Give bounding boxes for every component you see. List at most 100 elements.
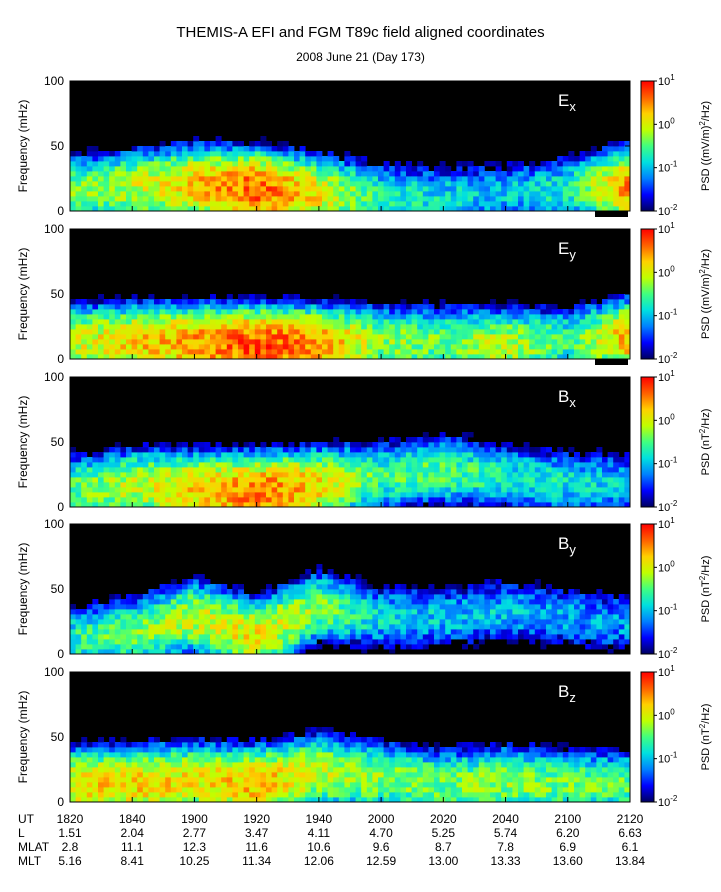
heatmap-cell bbox=[310, 487, 317, 493]
heatmap-cell bbox=[316, 349, 323, 355]
heatmap-cell bbox=[585, 354, 592, 360]
heatmap-cell bbox=[238, 324, 244, 330]
heatmap-cell bbox=[445, 319, 452, 325]
heatmap-cell bbox=[523, 447, 530, 453]
heatmap-cell bbox=[238, 619, 244, 625]
heatmap-cell bbox=[148, 309, 155, 315]
heatmap-cell bbox=[322, 462, 328, 468]
heatmap-cell bbox=[624, 339, 631, 345]
heatmap-cell bbox=[484, 609, 491, 615]
heatmap-cell bbox=[411, 457, 418, 463]
heatmap-cell bbox=[154, 619, 160, 625]
heatmap-cell bbox=[75, 329, 82, 335]
heatmap-cell bbox=[361, 324, 368, 330]
heatmap-cell bbox=[114, 349, 121, 355]
heatmap-cell bbox=[210, 151, 216, 157]
heatmap-cell bbox=[103, 492, 110, 498]
heatmap-cell bbox=[126, 467, 132, 473]
heatmap-cell bbox=[585, 161, 592, 167]
heatmap-cell bbox=[120, 176, 127, 182]
heatmap-cell bbox=[310, 452, 317, 458]
heatmap-cell bbox=[512, 624, 519, 630]
heatmap-cell bbox=[512, 181, 519, 187]
heatmap-cell bbox=[92, 171, 99, 177]
heatmap-cell bbox=[170, 492, 177, 498]
heatmap-cell bbox=[456, 614, 463, 620]
heatmap-cell bbox=[333, 604, 340, 610]
heatmap-cell bbox=[154, 181, 160, 187]
heatmap-cell bbox=[613, 176, 620, 182]
heatmap-cell bbox=[266, 354, 272, 360]
heatmap-cell bbox=[238, 334, 244, 340]
heatmap-cell bbox=[282, 176, 289, 182]
heatmap-cell bbox=[490, 579, 496, 585]
heatmap-cell bbox=[249, 502, 256, 508]
heatmap-cell bbox=[322, 304, 328, 310]
heatmap-cell bbox=[243, 594, 250, 600]
heatmap-cell bbox=[288, 482, 295, 488]
heatmap-cell bbox=[540, 624, 547, 630]
heatmap-cell bbox=[316, 309, 323, 315]
heatmap-cell bbox=[338, 487, 345, 493]
heatmap-cell bbox=[316, 334, 323, 340]
heatmap-cell bbox=[299, 462, 306, 468]
heatmap-cell bbox=[596, 156, 603, 162]
heatmap-cell bbox=[333, 629, 340, 635]
heatmap-cell bbox=[467, 161, 474, 167]
heatmap-cell bbox=[159, 309, 166, 315]
heatmap-cell bbox=[361, 161, 368, 167]
heatmap-cell bbox=[473, 477, 480, 483]
heatmap-cell bbox=[579, 299, 586, 305]
heatmap-cell bbox=[551, 206, 558, 212]
heatmap-cell bbox=[361, 334, 368, 340]
heatmap-cell bbox=[70, 181, 76, 187]
heatmap-cell bbox=[142, 314, 149, 320]
heatmap-cell bbox=[383, 619, 390, 625]
heatmap-cell bbox=[271, 594, 278, 600]
heatmap-cell bbox=[523, 457, 530, 463]
heatmap-cell bbox=[574, 206, 580, 212]
heatmap-cell bbox=[422, 492, 429, 498]
heatmap-cell bbox=[204, 201, 211, 207]
heatmap-cell bbox=[322, 339, 328, 345]
heatmap-cell bbox=[86, 619, 93, 625]
heatmap-cell bbox=[389, 447, 396, 453]
heatmap-cell bbox=[226, 614, 233, 620]
heatmap-cell bbox=[501, 589, 508, 595]
heatmap-cell bbox=[176, 299, 183, 305]
heatmap-cell bbox=[428, 614, 435, 620]
heatmap-cell bbox=[198, 639, 205, 645]
heatmap-cell bbox=[590, 457, 597, 463]
heatmap-cell bbox=[282, 649, 289, 655]
heatmap-cell bbox=[109, 497, 116, 503]
heatmap-cell bbox=[462, 329, 468, 335]
heatmap-cell bbox=[344, 304, 351, 310]
heatmap-cell bbox=[131, 629, 138, 635]
heatmap-cell bbox=[170, 151, 177, 157]
heatmap-cell bbox=[193, 304, 200, 310]
heatmap-cell bbox=[310, 176, 317, 182]
heatmap-cell bbox=[495, 502, 502, 508]
heatmap-cell bbox=[226, 141, 233, 147]
heatmap-cell bbox=[226, 487, 233, 493]
heatmap-cell bbox=[148, 344, 155, 350]
heatmap-cell bbox=[624, 141, 631, 147]
heatmap-cell bbox=[170, 584, 177, 590]
heatmap-cell bbox=[389, 171, 396, 177]
heatmap-cell bbox=[271, 649, 278, 655]
heatmap-cell bbox=[361, 634, 368, 640]
heatmap-cell bbox=[98, 191, 104, 197]
heatmap-cell bbox=[294, 614, 300, 620]
heatmap-cell bbox=[355, 344, 362, 350]
heatmap-cell bbox=[490, 589, 496, 595]
heatmap-cell bbox=[305, 624, 312, 630]
heatmap-cell bbox=[439, 349, 446, 355]
heatmap-cell bbox=[249, 604, 256, 610]
heatmap-cell bbox=[585, 487, 592, 493]
heatmap-cell bbox=[204, 354, 211, 360]
heatmap-cell bbox=[355, 314, 362, 320]
heatmap-cell bbox=[434, 329, 440, 335]
heatmap-cell bbox=[585, 176, 592, 182]
heatmap-cell bbox=[333, 477, 340, 483]
heatmap-cell bbox=[187, 447, 194, 453]
